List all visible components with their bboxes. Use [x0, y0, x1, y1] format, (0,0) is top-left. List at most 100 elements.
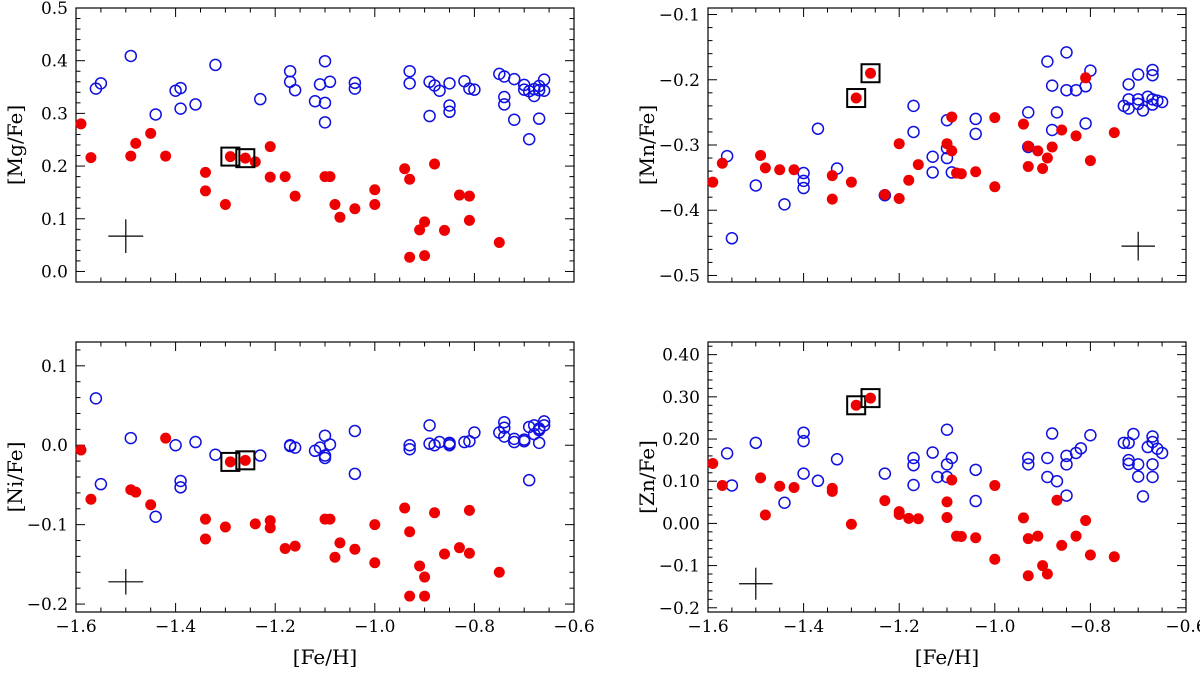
data-point-red [970, 532, 982, 544]
data-point-red [334, 537, 346, 549]
data-point-red [404, 526, 416, 538]
data-point-red [199, 533, 211, 545]
data-point-blue [323, 438, 337, 451]
data-point-blue [283, 64, 297, 78]
data-point-red [419, 571, 431, 583]
data-point-blue [522, 132, 536, 146]
data-point-blue [720, 447, 734, 460]
data-point-blue [318, 54, 332, 68]
data-point-blue [537, 419, 551, 432]
y-tick-label: −0.5 [659, 266, 700, 286]
data-point-red [755, 472, 767, 484]
data-point-blue [348, 424, 362, 438]
data-point-red [941, 512, 953, 523]
data-point-red [279, 542, 291, 554]
data-point-red [404, 590, 416, 602]
y-tick-label: −0.4 [659, 201, 700, 221]
x-tick-label: −1.0 [354, 617, 395, 637]
y-axis-label: [Ni/Fe] [3, 442, 27, 513]
data-point-red [463, 190, 475, 202]
y-tick-label: 0.5 [41, 0, 68, 19]
data-point-blue [1060, 489, 1073, 502]
data-point-blue [1079, 117, 1092, 130]
data-point-blue [1146, 458, 1159, 471]
data-point-red [414, 224, 426, 236]
data-point-blue [1074, 442, 1088, 455]
y-tick-label: 0.0 [41, 262, 68, 282]
y-tick-label: −0.2 [659, 71, 700, 91]
data-point-blue [443, 437, 456, 450]
data-point-blue [149, 510, 162, 523]
data-point-blue [797, 181, 810, 195]
data-point-blue [1045, 427, 1059, 440]
data-point-red [85, 493, 97, 505]
data-point-red [219, 199, 231, 211]
data-point-blue [797, 426, 810, 439]
x-tick-label: −0.8 [1070, 617, 1111, 637]
data-point-boxed [850, 92, 862, 104]
data-point-red [419, 216, 431, 228]
x-axis-label: [Fe/H] [293, 645, 357, 669]
data-point-blue [443, 77, 456, 90]
data-point-blue [403, 64, 416, 78]
data-point-blue [1022, 106, 1035, 119]
x-tick-label: −1.6 [687, 617, 728, 637]
data-point-blue [1136, 490, 1150, 503]
data-point-blue [423, 419, 436, 432]
data-point-red [404, 173, 416, 185]
data-point-red [429, 507, 441, 519]
data-point-blue [1060, 458, 1073, 471]
data-point-blue [498, 415, 511, 429]
data-point-blue [797, 174, 810, 188]
data-point-blue [1155, 95, 1169, 109]
x-tick-label: −1.0 [974, 617, 1015, 637]
data-point-blue [189, 98, 202, 111]
panel-mn-fe: −0.5 −0.4 −0.3 −0.2 −0.1 [Mn/Fe] [635, 6, 1187, 286]
data-point-red [414, 560, 426, 572]
data-point-red [369, 184, 381, 196]
data-point-red [369, 199, 381, 211]
x-tick-label: −1.4 [155, 617, 196, 637]
data-point-red [946, 145, 958, 157]
y-tick-label: −0.2 [27, 595, 68, 615]
data-point-blue [443, 105, 456, 119]
x-tick-label: −0.6 [1165, 617, 1200, 637]
data-point-red [788, 482, 800, 494]
data-point-blue [532, 112, 546, 125]
data-point-blue [926, 166, 939, 179]
data-point-blue [507, 113, 521, 126]
data-point-blue [749, 436, 763, 450]
data-point-red [707, 176, 719, 188]
data-point-red [463, 547, 475, 559]
data-point-blue [1122, 78, 1135, 91]
data-point-blue [1060, 46, 1073, 59]
data-point-blue [1146, 470, 1159, 484]
data-point-red [329, 551, 341, 563]
data-point-red [893, 509, 905, 521]
data-point-red [145, 127, 157, 139]
data-point-red [826, 170, 838, 182]
data-point-boxed [865, 392, 877, 404]
y-axis-label: [Mg/Fe] [3, 105, 27, 185]
y-tick-label: 0.40 [662, 346, 700, 366]
highlight-box [846, 88, 867, 109]
data-point-red [130, 137, 142, 149]
x-tick-label: −1.6 [55, 617, 96, 637]
data-point-red [1017, 512, 1029, 524]
data-point-red [1037, 162, 1049, 174]
data-point-blue [283, 75, 297, 89]
data-point-red [334, 211, 346, 223]
data-point-red [463, 504, 475, 516]
data-point-boxed [224, 151, 236, 163]
data-point-red [989, 479, 1001, 491]
data-point-blue [749, 179, 763, 192]
data-point-red [369, 557, 381, 569]
y-tick-label: 0.1 [41, 357, 68, 377]
x-tick-label: −1.2 [879, 617, 920, 637]
data-point-red [1070, 130, 1082, 142]
data-point-red [429, 158, 441, 170]
data-point-blue [94, 77, 108, 90]
data-point-blue [725, 232, 739, 245]
y-tick-label: 0.3 [41, 104, 68, 124]
data-point-red [989, 181, 1001, 193]
